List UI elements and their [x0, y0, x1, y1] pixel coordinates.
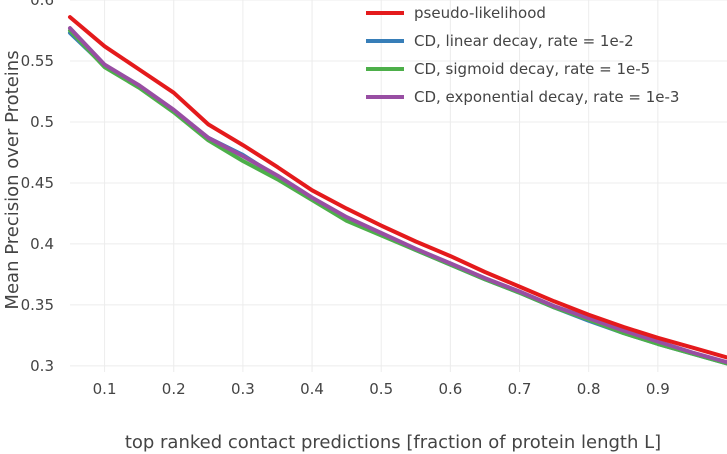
x-tick-label: 0.2	[162, 380, 186, 398]
legend-label: CD, exponential decay, rate = 1e-3	[414, 88, 679, 106]
y-tick-label: 0.4	[30, 235, 54, 253]
grid	[70, 0, 727, 372]
legend-item[interactable]: CD, sigmoid decay, rate = 1e-5	[366, 60, 650, 78]
x-axis-ticks: 0.1 0.2 0.3 0.4 0.5 0.6 0.7 0.8 0.9	[93, 380, 670, 398]
legend-item[interactable]: pseudo-likelihood	[366, 4, 546, 22]
series-line-0[interactable]	[68, 15, 727, 360]
series-line-1[interactable]	[68, 30, 727, 366]
x-axis-title: top ranked contact predictions [fraction…	[125, 432, 661, 453]
legend-label: CD, sigmoid decay, rate = 1e-5	[414, 60, 650, 78]
x-tick-label: 0.9	[646, 380, 670, 398]
x-tick-label: 0.1	[93, 380, 117, 398]
x-tick-label: 0.8	[577, 380, 601, 398]
y-tick-label: 0.45	[21, 174, 54, 192]
y-tick-label: 0.35	[21, 296, 54, 314]
legend-item[interactable]: CD, linear decay, rate = 1e-2	[366, 32, 634, 50]
x-tick-label: 0.7	[508, 380, 532, 398]
y-tick-label: 0.3	[30, 357, 54, 375]
legend-label: CD, linear decay, rate = 1e-2	[414, 32, 634, 50]
y-axis-title: Mean Precision over Proteins	[2, 50, 23, 309]
x-tick-label: 0.4	[300, 380, 324, 398]
legend[interactable]: pseudo-likelihood CD, linear decay, rate …	[366, 4, 679, 106]
x-tick-label: 0.3	[231, 380, 255, 398]
y-tick-label: 0.55	[21, 52, 54, 70]
x-tick-label: 0.5	[369, 380, 393, 398]
legend-item[interactable]: CD, exponential decay, rate = 1e-3	[366, 88, 679, 106]
y-axis-ticks: 0.3 0.35 0.4 0.45 0.5 0.55 0.6	[21, 0, 54, 375]
legend-label: pseudo-likelihood	[414, 4, 546, 22]
y-tick-label: 0.5	[30, 113, 54, 131]
series-line-3[interactable]	[68, 26, 727, 365]
series-line-2[interactable]	[68, 28, 727, 366]
x-tick-label: 0.6	[438, 380, 462, 398]
series-lines	[68, 15, 727, 366]
y-tick-label: 0.6	[30, 0, 54, 9]
